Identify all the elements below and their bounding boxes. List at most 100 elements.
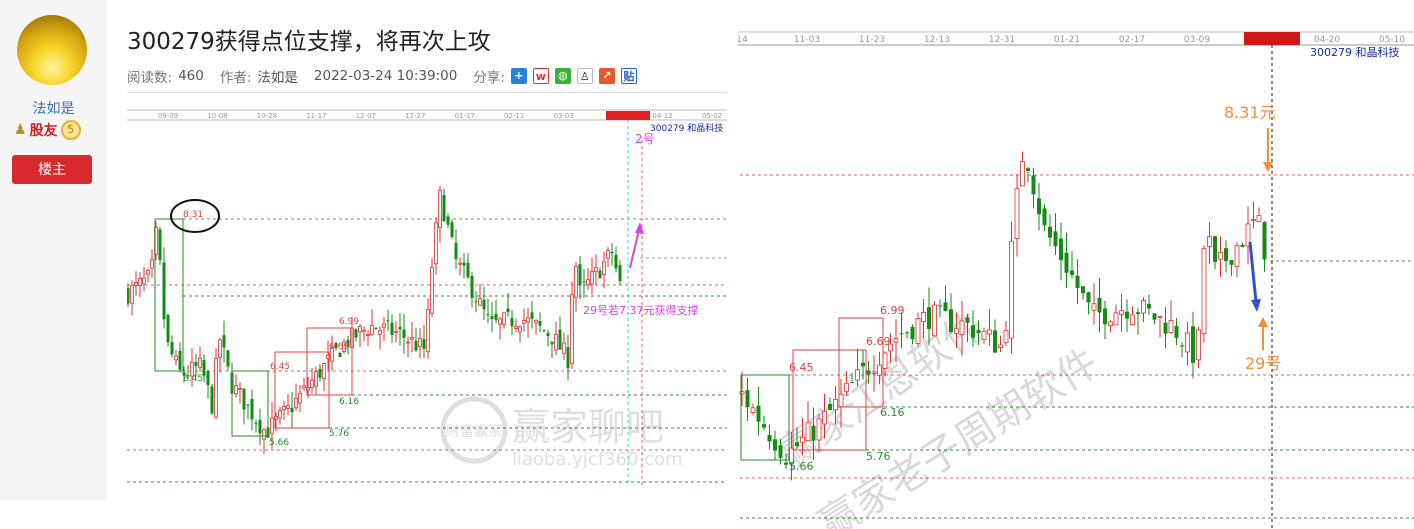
candlestick xyxy=(198,346,202,372)
candlestick xyxy=(418,328,422,359)
date-tick: 03-09 xyxy=(1184,35,1210,45)
candlestick xyxy=(811,407,816,461)
candlestick xyxy=(246,404,250,420)
date-tick: 12-07 xyxy=(356,112,376,120)
candlestick xyxy=(554,322,558,356)
reads-label: 阅读数: xyxy=(127,70,173,86)
candlestick xyxy=(210,383,214,415)
candlestick xyxy=(602,251,606,289)
candlestick xyxy=(1108,320,1113,333)
candlestick xyxy=(214,348,218,420)
weibo-icon[interactable]: w xyxy=(532,68,549,84)
candlestick xyxy=(558,316,562,350)
candlestick xyxy=(194,353,198,378)
label-5-76: 5.76 xyxy=(866,450,891,463)
candlestick xyxy=(1180,342,1184,358)
label-6-16: 6.16 xyxy=(880,406,905,419)
author-link[interactable]: 法如是 xyxy=(257,70,298,86)
candlestick xyxy=(1218,236,1223,278)
candlestick xyxy=(506,292,510,317)
candlestick xyxy=(202,354,206,383)
candlestick xyxy=(1136,308,1140,335)
candlestick xyxy=(905,331,909,339)
candlestick xyxy=(750,403,756,416)
date-tick: 14 xyxy=(738,35,748,45)
right-chart-image: 1411-0311-2312-1312-3101-2102-1703-09202… xyxy=(738,30,1414,529)
candlestick xyxy=(959,300,965,356)
candlestick xyxy=(1174,318,1179,345)
support-note: 29号若7.37元获得支撑 xyxy=(583,303,699,317)
candlestick xyxy=(1009,221,1014,354)
candlestick xyxy=(482,286,486,321)
candlestick xyxy=(606,247,610,268)
candlestick xyxy=(833,386,838,425)
candlestick xyxy=(534,319,538,335)
candlestick xyxy=(1207,222,1212,264)
candlestick xyxy=(334,342,338,351)
candlestick xyxy=(598,267,602,279)
candlestick xyxy=(1081,286,1085,300)
candlestick xyxy=(877,351,882,385)
candlestick xyxy=(530,300,534,329)
candlestick xyxy=(767,424,772,450)
candlestick xyxy=(486,299,490,324)
qq-icon[interactable]: ♙ xyxy=(576,68,593,84)
candlestick xyxy=(302,377,306,391)
candlestick xyxy=(965,313,970,342)
candlestick xyxy=(226,350,230,371)
candlestick xyxy=(146,268,150,283)
op-button[interactable]: 楼主 xyxy=(12,155,92,184)
candlestick xyxy=(1251,201,1256,229)
candlestick xyxy=(414,327,418,353)
candlestick xyxy=(756,386,761,436)
candlestick xyxy=(954,312,959,349)
candlestick xyxy=(1037,183,1041,231)
wechat-icon[interactable]: ◍ xyxy=(554,68,571,84)
candlestick xyxy=(138,272,142,298)
stock-name: 300279 和晶科技 xyxy=(1310,45,1400,59)
label-5-76: 5.76 xyxy=(329,429,349,439)
label-day-29: 29号 xyxy=(1245,354,1281,373)
plus-share-icon[interactable]: + xyxy=(510,68,527,84)
candlestick xyxy=(402,313,406,354)
candlestick xyxy=(190,348,194,387)
candlestick xyxy=(871,355,877,392)
date-tick: 10-08 xyxy=(207,112,227,120)
candlestick xyxy=(298,385,302,413)
candlestick xyxy=(893,319,899,363)
candlestick xyxy=(949,293,953,334)
candlestick xyxy=(502,311,506,329)
stock-name: 300279 和晶科技 xyxy=(650,122,723,134)
candlestick xyxy=(1191,311,1195,379)
candlestick xyxy=(286,393,290,416)
candlestick xyxy=(594,254,598,286)
date-tick: 02-17 xyxy=(1119,35,1145,45)
candlestick xyxy=(762,415,766,431)
candlestick xyxy=(1064,232,1069,289)
share-label: 分享: xyxy=(473,70,505,86)
post-meta: 阅读数: 460 作者: 法如是 2022-03-24 10:39:00 分享:… xyxy=(127,66,643,86)
candlestick xyxy=(1229,259,1234,276)
candlestick xyxy=(1224,240,1228,273)
candlestick xyxy=(816,413,822,452)
date-tick: 04-20 xyxy=(1314,35,1340,45)
candlestick xyxy=(1119,293,1124,332)
candlestick xyxy=(522,308,526,332)
candlestick xyxy=(570,281,574,369)
candlestick xyxy=(450,219,454,239)
candlestick xyxy=(915,312,921,347)
candlestick xyxy=(526,307,530,338)
avatar[interactable] xyxy=(17,15,87,85)
candlestick xyxy=(454,229,458,269)
candlestick xyxy=(366,329,370,346)
date-tick: 12-31 xyxy=(989,35,1015,45)
tieba-icon[interactable]: 贴 xyxy=(620,68,637,84)
rank-label: 股友 xyxy=(29,123,58,139)
candlestick xyxy=(773,430,777,461)
candlestick xyxy=(899,312,904,349)
tencent-weibo-icon[interactable]: ↗ xyxy=(598,68,615,84)
author-name[interactable]: 法如是 xyxy=(32,101,75,117)
date-tick: 10-28 xyxy=(257,112,277,120)
left-chart-image: 09-09 10-08 10-28 11-17 12-07 12-27 01-17 02-11… xyxy=(127,108,727,486)
candlestick xyxy=(1097,278,1102,333)
